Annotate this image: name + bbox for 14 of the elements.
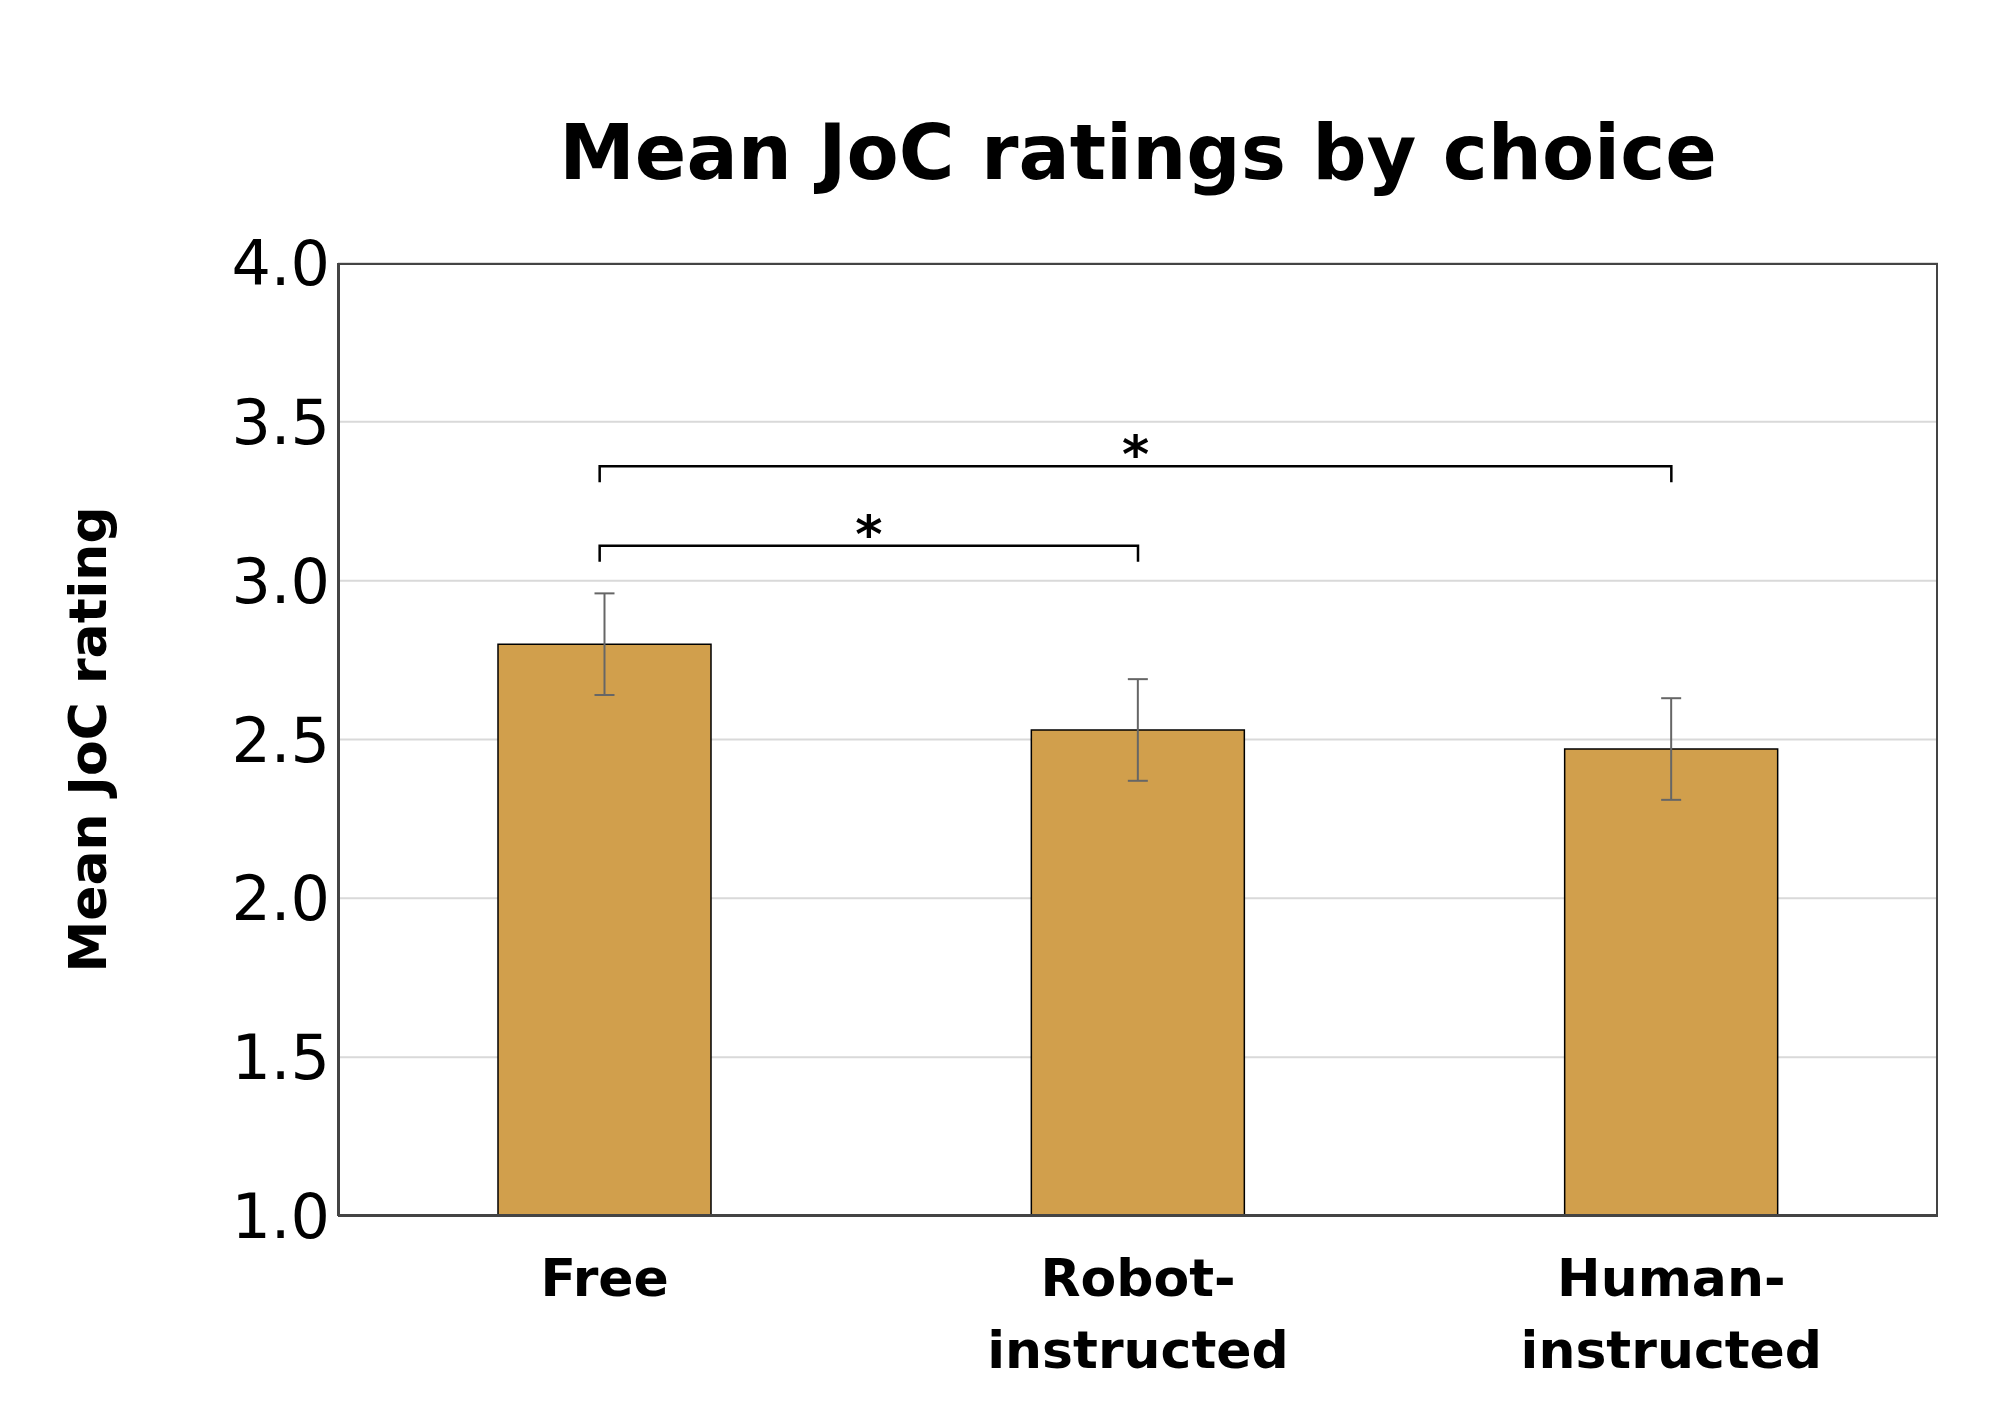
y-tick-label: 1.0 xyxy=(231,1180,330,1254)
y-tick-label: 4.0 xyxy=(231,227,330,301)
y-tick-label: 2.5 xyxy=(231,703,330,777)
annotation: * xyxy=(855,503,883,564)
y-tick-label: 3.5 xyxy=(231,385,330,459)
x-tick-label: Human-instructed xyxy=(1520,1248,1823,1380)
annotation: * xyxy=(1121,424,1150,485)
y-tick-label: 1.5 xyxy=(231,1021,330,1095)
y-axis-title: Mean JoC rating xyxy=(58,506,119,973)
x-tick-label: Free xyxy=(540,1248,669,1308)
chart-title: Mean JoC ratings by choice xyxy=(558,108,1718,197)
y-tick-label: 3.0 xyxy=(231,544,330,618)
y-tick-label: 2.0 xyxy=(231,862,330,936)
x-tick-label: Robot-instructed xyxy=(987,1248,1289,1380)
